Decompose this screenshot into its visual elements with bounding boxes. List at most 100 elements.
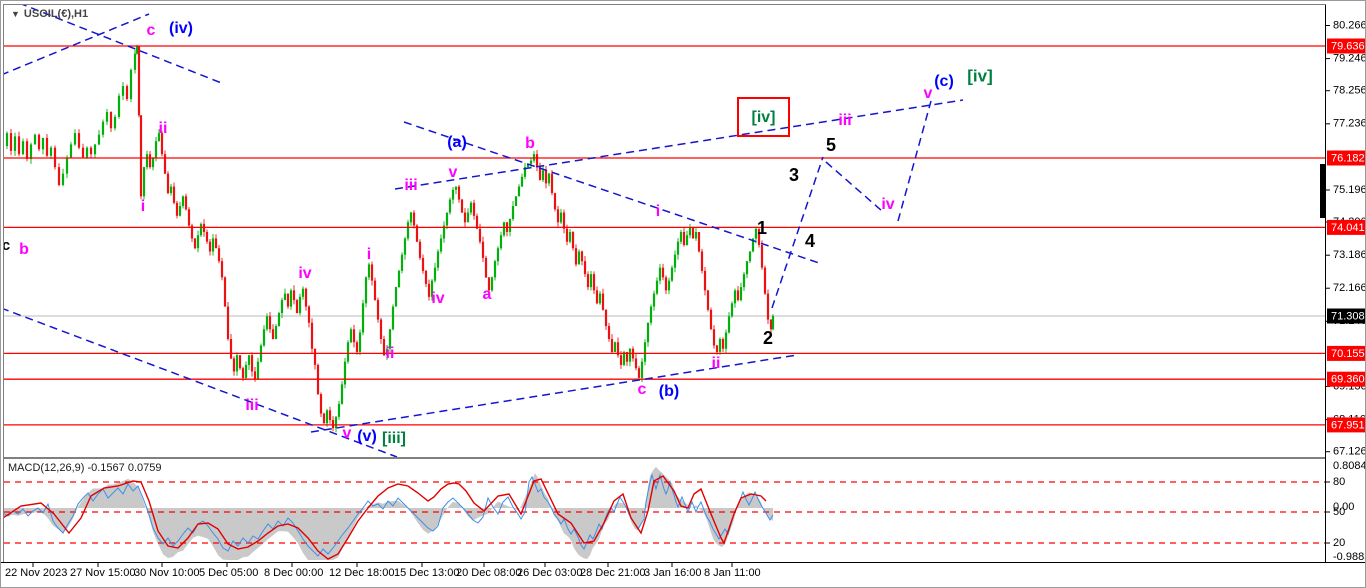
trendline[interactable] xyxy=(1,13,150,75)
candle-body xyxy=(484,257,488,278)
wave-label[interactable]: v xyxy=(449,164,458,181)
time-tick-label[interactable]: 8 Jan 11:00 xyxy=(704,567,761,579)
price-panel[interactable] xyxy=(3,4,1326,458)
wave-label[interactable]: i xyxy=(656,203,660,220)
candle-body xyxy=(679,231,683,242)
price-tick-label: 79.246 xyxy=(1333,53,1366,65)
wave-label[interactable]: [iii] xyxy=(382,430,406,447)
time-tick-label[interactable]: 12 Dec 18:00 xyxy=(329,567,394,579)
candle-body xyxy=(730,303,734,317)
wave-label[interactable]: 3 xyxy=(789,165,799,185)
candle-body xyxy=(427,283,431,297)
time-tick-label[interactable]: 20 Dec 08:00 xyxy=(456,567,521,579)
chart-dropdown-icon[interactable]: ▼ xyxy=(11,9,20,19)
trendline[interactable] xyxy=(394,99,964,190)
trendline[interactable] xyxy=(19,3,225,85)
candle-body xyxy=(763,267,767,294)
wave-label[interactable]: v xyxy=(924,85,933,102)
wave-label[interactable]: iii xyxy=(245,397,258,414)
wave-label[interactable]: b xyxy=(525,135,535,152)
wave-box[interactable] xyxy=(737,97,790,137)
time-tick-label[interactable]: 28 Dec 21:00 xyxy=(580,567,645,579)
candle-body xyxy=(129,69,133,100)
candle-body xyxy=(712,329,716,346)
time-tick-label[interactable]: 8 Dec 00:00 xyxy=(264,567,323,579)
wave-label[interactable]: 1 xyxy=(757,218,767,238)
wave-label[interactable]: 2 xyxy=(763,328,773,348)
candle-body xyxy=(412,212,416,226)
candle-body xyxy=(664,277,668,291)
candle-body xyxy=(400,254,404,271)
price-level-badge-text: 74.041 xyxy=(1331,222,1365,234)
wave-label[interactable]: (c) xyxy=(934,73,954,90)
candle-body xyxy=(454,186,458,190)
wave-label[interactable]: c xyxy=(147,22,156,39)
wave-label[interactable]: i xyxy=(367,246,371,263)
wave-label[interactable]: iii xyxy=(838,112,851,129)
candle-body xyxy=(89,147,93,155)
candle-body xyxy=(418,241,422,258)
candle-body xyxy=(430,280,434,297)
time-tick-label[interactable]: 30 Nov 10:00 xyxy=(134,567,199,579)
time-tick-label[interactable]: 27 Nov 15:00 xyxy=(70,567,135,579)
wave-label[interactable]: ii xyxy=(386,345,395,362)
wave-label[interactable]: iii xyxy=(404,177,417,194)
trendline[interactable] xyxy=(1,308,398,457)
candle-body xyxy=(469,202,473,213)
candle-body xyxy=(649,306,653,323)
trendline[interactable] xyxy=(310,354,798,433)
candle-body xyxy=(286,293,290,307)
macd-plot-area[interactable] xyxy=(3,466,1325,560)
time-tick-label[interactable]: 26 Dec 03:00 xyxy=(517,567,582,579)
wave-label[interactable]: v xyxy=(343,425,352,442)
candle-body xyxy=(676,241,680,255)
wave-label-boxed[interactable]: [iv] xyxy=(752,109,776,126)
candle-body xyxy=(322,413,326,424)
wave-label[interactable]: [iv] xyxy=(967,66,993,85)
wave-label[interactable]: c xyxy=(638,381,647,398)
wave-label[interactable]: 4 xyxy=(805,231,815,251)
candle-body xyxy=(57,167,61,185)
trendline[interactable] xyxy=(771,156,824,309)
trendline[interactable] xyxy=(897,100,932,222)
candle-body xyxy=(535,154,539,168)
candle-body xyxy=(529,160,533,164)
candle-body xyxy=(541,170,545,181)
candle-body xyxy=(352,329,356,343)
wave-label[interactable]: (a) xyxy=(447,134,467,151)
wave-label[interactable]: ii xyxy=(712,355,721,372)
wave-label[interactable]: (b) xyxy=(659,383,679,400)
macd-indicator-label: MACD(12,26,9) -0.1567 0.0759 xyxy=(8,462,161,474)
candle-body xyxy=(125,86,129,100)
time-tick-label[interactable]: 3 Jan 16:00 xyxy=(644,567,702,579)
candle-body xyxy=(643,342,647,362)
candle-body xyxy=(424,270,428,284)
candle-body xyxy=(157,133,161,142)
wave-label[interactable]: c xyxy=(2,237,10,254)
wave-label[interactable]: iv xyxy=(881,196,894,213)
time-tick-label[interactable]: 22 Nov 2023 xyxy=(5,567,67,579)
wave-label[interactable]: b xyxy=(19,241,29,258)
time-tick-label[interactable]: 15 Dec 13:00 xyxy=(394,567,459,579)
wave-label[interactable]: (iv) xyxy=(169,20,193,37)
axis-scrollbar[interactable] xyxy=(1320,164,1326,218)
candle-body xyxy=(667,280,671,291)
wave-label[interactable]: a xyxy=(483,286,492,303)
wave-label[interactable]: (v) xyxy=(357,428,377,445)
price-tick-label: 72.166 xyxy=(1333,282,1366,294)
time-tick-label[interactable]: 5 Dec 05:00 xyxy=(199,567,258,579)
candle-body xyxy=(274,326,278,339)
candle-body xyxy=(577,251,581,265)
candle-body xyxy=(133,53,137,70)
wave-label[interactable]: 5 xyxy=(826,135,836,155)
wave-label[interactable]: i xyxy=(141,198,145,215)
candle-body xyxy=(511,206,515,220)
wave-label[interactable]: ii xyxy=(159,120,168,137)
candle-body xyxy=(661,267,665,278)
wave-label[interactable]: iv xyxy=(431,290,444,307)
wave-label[interactable]: iv xyxy=(298,265,311,282)
symbol-timeframe-label[interactable]: ▼ USOIL(€),H1 xyxy=(11,8,88,20)
trendline[interactable] xyxy=(403,121,820,264)
